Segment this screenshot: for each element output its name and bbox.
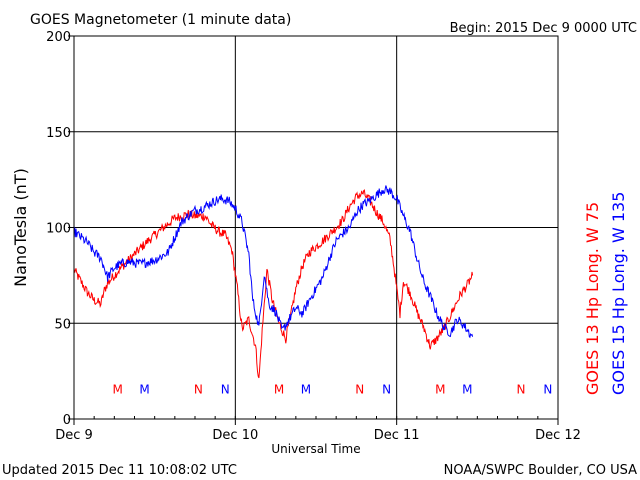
marker-m: M: [462, 382, 472, 396]
x-tick-label: Dec 12: [535, 428, 581, 443]
marker-n: N: [355, 382, 364, 396]
x-tick-label: Dec 11: [374, 428, 420, 443]
axis-ticks: 0 50 100 150 200 Dec 9 Dec 10 Dec 11 Dec 12: [46, 30, 581, 443]
marker-m: M: [113, 382, 123, 396]
legend-goes15: GOES 15 Hp Long. W 135: [609, 192, 628, 395]
y-tick-label: 200: [46, 30, 71, 45]
marker-n: N: [194, 382, 203, 396]
chart-title: GOES Magnetometer (1 minute data): [30, 12, 291, 28]
y-tick-label: 0: [63, 413, 71, 428]
grid-lines: [74, 36, 558, 419]
marker-m: M: [435, 382, 445, 396]
begin-time: Begin: 2015 Dec 9 0000 UTC: [450, 21, 637, 36]
x-tick-label: Dec 9: [55, 428, 93, 443]
y-tick-label: 100: [46, 222, 71, 237]
series-group: [73, 185, 474, 379]
series-line-1: [73, 185, 474, 339]
y-tick-label: 150: [46, 126, 71, 141]
x-axis-label: Universal Time: [271, 442, 360, 456]
marker-n: N: [543, 382, 552, 396]
y-axis-label: NanoTesla (nT): [11, 168, 30, 287]
plot-frame: [73, 35, 559, 420]
updated-time: Updated 2015 Dec 11 10:08:02 UTC: [2, 463, 237, 478]
marker-n: N: [382, 382, 391, 396]
marker-n: N: [221, 382, 230, 396]
data-source: NOAA/SWPC Boulder, CO USA: [444, 463, 637, 478]
x-tick-label: Dec 10: [212, 428, 258, 443]
marker-n: N: [517, 382, 526, 396]
legend-goes13: GOES 13 Hp Long. W 75: [583, 202, 602, 395]
y-tick-label: 50: [54, 317, 71, 332]
marker-m: M: [301, 382, 311, 396]
marker-m: M: [139, 382, 149, 396]
series-line-0: [73, 189, 474, 379]
marker-m: M: [274, 382, 284, 396]
